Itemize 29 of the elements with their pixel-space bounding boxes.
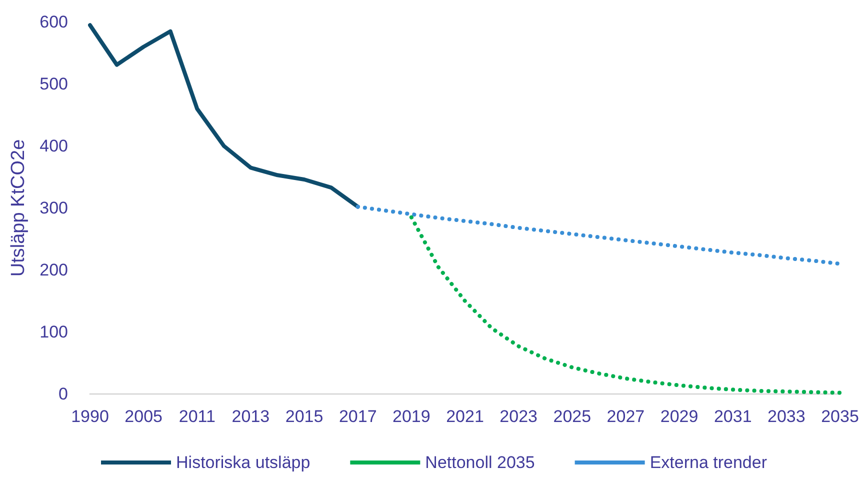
y-tick-label: 400: [40, 136, 68, 156]
y-axis-title: Utsläpp KtCO2e: [8, 139, 29, 277]
x-tick-label: 2033: [768, 407, 806, 426]
line-series: [88, 23, 360, 209]
x-tick-label: 2023: [500, 407, 538, 426]
x-tick-label: 2011: [178, 407, 216, 426]
x-tick-label: 2019: [392, 407, 430, 426]
x-tick-label: 2017: [338, 407, 377, 426]
line-series: [356, 204, 842, 266]
y-tick-label: 100: [40, 322, 68, 342]
x-tick-label: 2021: [446, 407, 484, 426]
y-tick-label: 500: [40, 74, 68, 94]
x-tick-label: 2025: [553, 407, 592, 426]
legend-label: Historiska utsläpp: [176, 453, 310, 472]
y-tick-label: 600: [40, 12, 68, 32]
line-series: [409, 215, 842, 395]
x-tick-label: 2029: [660, 407, 698, 426]
legend-label: Externa trender: [650, 453, 768, 472]
x-tick-label: 1990: [71, 407, 109, 426]
x-tick-label: 2035: [821, 407, 859, 426]
x-tick-label: 2027: [606, 407, 645, 426]
x-tick-label: 2031: [714, 407, 752, 426]
x-tick-label: 2015: [285, 407, 324, 426]
y-tick-label: 300: [40, 198, 68, 218]
legend-label: Nettonoll 2035: [425, 453, 535, 472]
x-tick-label: 2005: [124, 407, 162, 426]
y-tick-label: 200: [40, 260, 68, 280]
x-tick-label: 2013: [232, 407, 270, 426]
y-tick-label: 0: [58, 384, 68, 404]
